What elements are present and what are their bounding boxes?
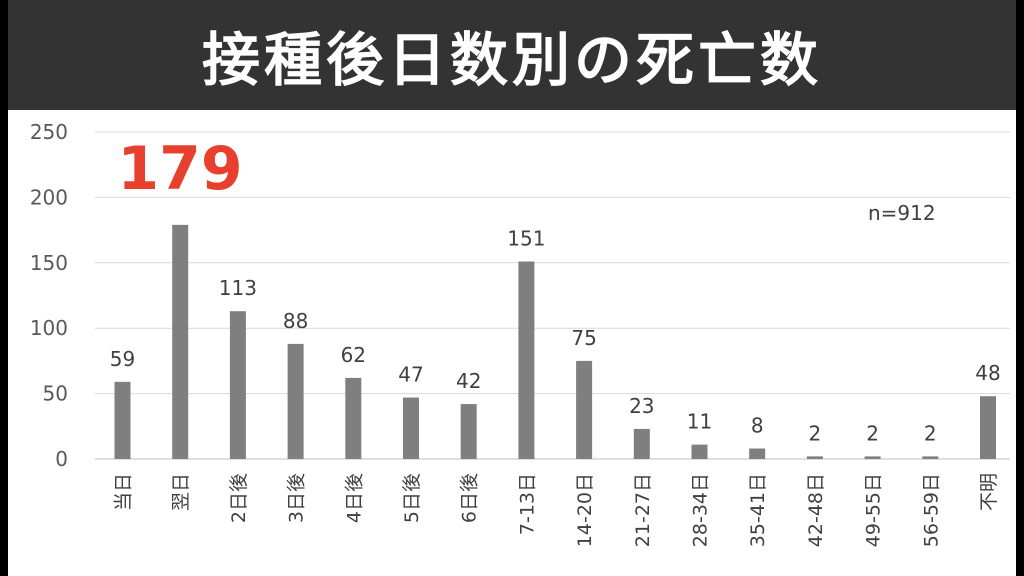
data-label: 75 <box>571 326 596 350</box>
data-label: 48 <box>975 361 1000 385</box>
sample-size-annotation: n=912 <box>868 201 936 225</box>
x-tick-label: 翌日 <box>170 473 192 511</box>
x-tick-label: 21-27日 <box>632 473 654 547</box>
x-tick-label: 6日後 <box>459 473 481 523</box>
bar <box>518 261 535 459</box>
data-label: 2 <box>924 421 937 445</box>
bar <box>806 456 823 459</box>
y-tick-label: 50 <box>43 382 68 406</box>
x-axis-labels: 当日 翌日 2日後 3日後 4日後 5日後 6日後 7-13日 14-20日 21-27日 28-3… <box>113 473 1001 547</box>
bar <box>922 456 939 459</box>
bar <box>691 444 708 459</box>
left-border <box>0 0 8 576</box>
bar <box>633 428 650 459</box>
x-tick-label: 35-41日 <box>747 473 769 547</box>
bars <box>114 224 996 459</box>
bar <box>403 397 419 459</box>
y-axis-ticks: 0 50 100 150 200 250 <box>30 120 68 471</box>
data-label: 42 <box>456 369 481 393</box>
bar <box>229 311 246 459</box>
x-tick-label: 3日後 <box>286 473 308 523</box>
data-label: 23 <box>629 394 654 418</box>
data-label: 151 <box>507 226 545 250</box>
y-tick-label: 200 <box>30 185 68 209</box>
x-tick-label: 当日 <box>113 473 135 511</box>
bar <box>749 448 766 459</box>
bar <box>864 456 881 459</box>
x-tick-label: 不明 <box>978 473 1000 511</box>
bar <box>980 396 996 459</box>
highlight-value-label: 179 <box>117 134 242 204</box>
data-label: 62 <box>341 343 366 367</box>
bar-chart: 0 50 100 150 200 250 59 113 88 62 47 42 151 75 23 11 8 2… <box>30 120 1010 547</box>
x-tick-label: 56-59日 <box>920 473 942 547</box>
x-tick-label: 2日後 <box>228 473 250 523</box>
y-tick-label: 150 <box>30 251 68 275</box>
bar <box>460 404 477 459</box>
data-label: 59 <box>110 347 135 371</box>
x-tick-label: 49-55日 <box>863 473 885 547</box>
data-label: 2 <box>809 421 822 445</box>
data-label: 2 <box>866 421 879 445</box>
data-label: 11 <box>687 410 712 434</box>
x-tick-label: 28-34日 <box>690 473 712 547</box>
title-bar: 接種後日数別の死亡数 <box>0 0 1024 110</box>
y-tick-label: 100 <box>30 316 68 340</box>
data-label: 8 <box>751 414 764 438</box>
bar <box>172 224 189 459</box>
bar <box>345 377 362 459</box>
x-tick-label: 7-13日 <box>516 473 538 535</box>
data-label: 113 <box>219 276 257 300</box>
gridlines <box>95 131 1010 460</box>
data-label: 88 <box>283 309 308 333</box>
right-border <box>1016 0 1024 576</box>
y-tick-label: 0 <box>55 447 68 471</box>
y-tick-label: 250 <box>30 120 68 144</box>
bar <box>576 360 593 459</box>
x-tick-label: 4日後 <box>343 473 365 523</box>
x-tick-label: 42-48日 <box>805 473 827 547</box>
page-title: 接種後日数別の死亡数 <box>201 26 822 94</box>
x-tick-label: 5日後 <box>401 473 423 523</box>
x-tick-label: 14-20日 <box>574 473 596 547</box>
bar <box>114 381 131 459</box>
bar <box>287 343 304 459</box>
data-labels: 59 113 88 62 47 42 151 75 23 11 8 2 2 2 48 <box>110 226 1001 445</box>
data-label: 47 <box>398 363 423 387</box>
